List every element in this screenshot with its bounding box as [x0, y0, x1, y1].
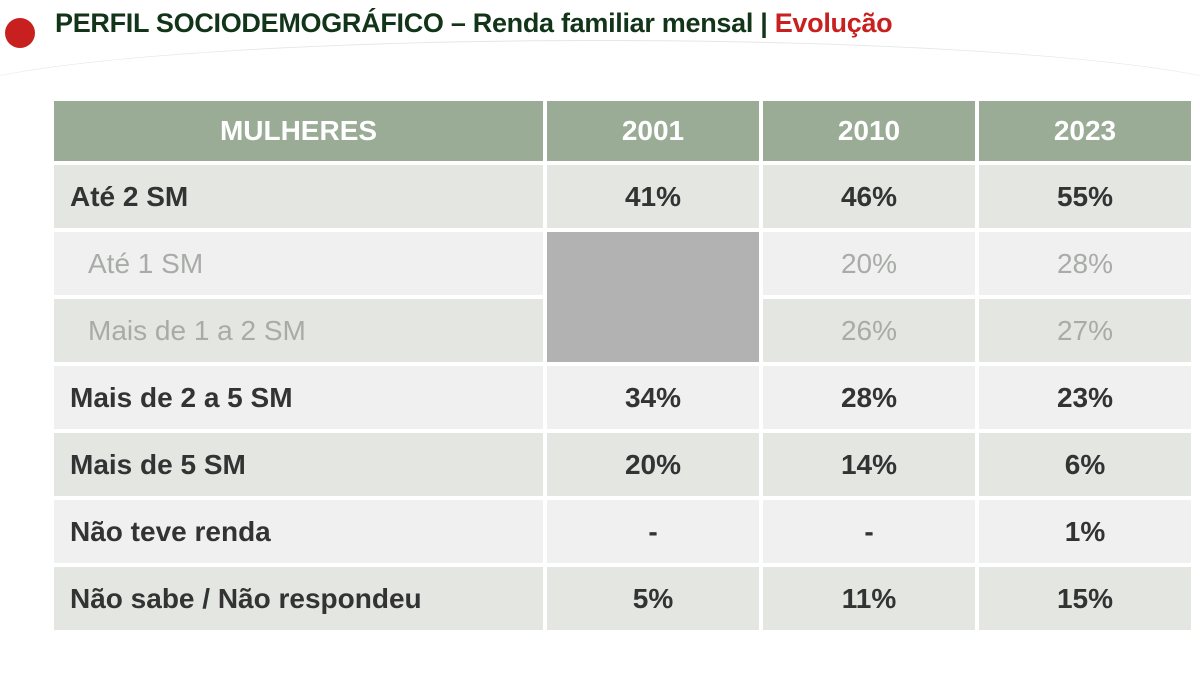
- table-row: Mais de 2 a 5 SM 34% 28% 23%: [54, 366, 1191, 429]
- cell-value: 11%: [763, 567, 975, 630]
- column-header-2001: 2001: [547, 101, 759, 161]
- table-row: Não teve renda - - 1%: [54, 500, 1191, 563]
- page-title: PERFIL SOCIODEMOGRÁFICO – Renda familiar…: [55, 8, 893, 39]
- red-bullet-icon: [5, 18, 35, 48]
- cell-value: 6%: [979, 433, 1191, 496]
- cell-value: 14%: [763, 433, 975, 496]
- table-row: Mais de 5 SM 20% 14% 6%: [54, 433, 1191, 496]
- table-header-row: MULHERES 2001 2010 2023: [54, 101, 1191, 161]
- table-row: Mais de 1 a 2 SM 26% 27%: [54, 299, 1191, 362]
- title-main: PERFIL SOCIODEMOGRÁFICO – Renda familiar…: [55, 8, 768, 38]
- table-row: Não sabe / Não respondeu 5% 11% 15%: [54, 567, 1191, 630]
- blank-cell: [547, 232, 759, 362]
- cell-value: 26%: [763, 299, 975, 362]
- cell-value: 15%: [979, 567, 1191, 630]
- cell-value: 1%: [979, 500, 1191, 563]
- table-row: Até 2 SM 41% 46% 55%: [54, 165, 1191, 228]
- cell-value: 34%: [547, 366, 759, 429]
- row-label: Mais de 1 a 2 SM: [54, 299, 543, 362]
- cell-value: 55%: [979, 165, 1191, 228]
- row-label: Até 2 SM: [54, 165, 543, 228]
- row-label: Mais de 2 a 5 SM: [54, 366, 543, 429]
- row-label: Não sabe / Não respondeu: [54, 567, 543, 630]
- cell-value: 23%: [979, 366, 1191, 429]
- cell-value: 46%: [763, 165, 975, 228]
- row-label: Mais de 5 SM: [54, 433, 543, 496]
- cell-value: 5%: [547, 567, 759, 630]
- column-header-group: MULHERES: [54, 101, 543, 161]
- cell-value: 41%: [547, 165, 759, 228]
- row-label: Até 1 SM: [54, 232, 543, 295]
- decorative-arc: [0, 40, 1200, 161]
- cell-value: -: [547, 500, 759, 563]
- cell-value: 28%: [979, 232, 1191, 295]
- column-header-2023: 2023: [979, 101, 1191, 161]
- cell-value: 20%: [763, 232, 975, 295]
- column-header-2010: 2010: [763, 101, 975, 161]
- cell-value: 20%: [547, 433, 759, 496]
- row-label: Não teve renda: [54, 500, 543, 563]
- cell-value: -: [763, 500, 975, 563]
- title-accent: Evolução: [774, 8, 893, 38]
- table-row: Até 1 SM 20% 28%: [54, 232, 1191, 362]
- cell-value: 27%: [979, 299, 1191, 362]
- cell-value: 28%: [763, 366, 975, 429]
- income-table: MULHERES 2001 2010 2023 Até 2 SM 41% 46%…: [50, 97, 1195, 634]
